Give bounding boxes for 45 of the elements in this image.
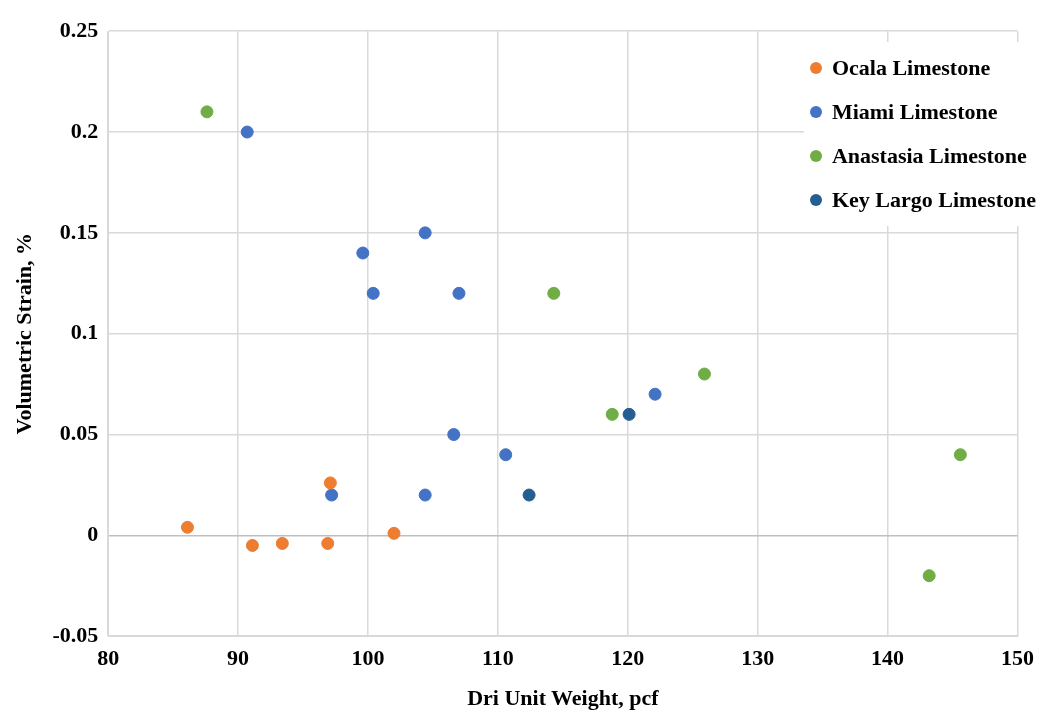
point [200, 105, 214, 119]
point [325, 488, 339, 502]
x-tick-label: 90 [227, 645, 250, 671]
point [245, 538, 259, 552]
y-tick-label: 0.2 [70, 117, 99, 143]
point [418, 488, 432, 502]
point [697, 367, 711, 381]
point [180, 520, 194, 534]
y-tick-label: 0 [87, 521, 99, 547]
point [240, 125, 254, 139]
point [452, 286, 466, 300]
point [387, 526, 401, 540]
point [499, 448, 513, 462]
point [547, 286, 561, 300]
legend-label: Ocala Limestone [831, 55, 991, 81]
y-tick-label: 0.05 [59, 420, 99, 446]
point [275, 536, 289, 550]
y-tick-label: 0.15 [59, 218, 99, 244]
point [922, 569, 936, 583]
legend-label: Miami Limestone [831, 99, 998, 125]
point [356, 246, 370, 260]
point [321, 536, 335, 550]
x-tick-label: 140 [871, 645, 905, 671]
point [648, 387, 662, 401]
x-axis-title: Dri Unit Weight, pcf [467, 685, 660, 711]
x-tick-label: 80 [97, 645, 120, 671]
point [605, 407, 619, 421]
y-tick-label: 0.1 [70, 319, 99, 345]
y-tick-label: -0.05 [52, 621, 99, 647]
point [522, 488, 536, 502]
legend-label: Key Largo Limestone [831, 187, 1036, 213]
x-tick-label: 150 [1001, 645, 1034, 671]
y-tick-label: 0.25 [59, 16, 99, 42]
x-tick-label: 100 [351, 645, 385, 671]
point [418, 226, 432, 240]
point [366, 286, 380, 300]
point [953, 448, 967, 462]
x-tick-label: 120 [611, 645, 645, 671]
x-tick-label: 130 [741, 645, 775, 671]
y-axis-title: Volumetric Strain, % [10, 232, 36, 435]
point [622, 407, 636, 421]
point [447, 428, 461, 442]
x-tick-label: 110 [482, 645, 514, 671]
legend-label: Anastasia Limestone [831, 143, 1027, 169]
point [323, 476, 337, 490]
